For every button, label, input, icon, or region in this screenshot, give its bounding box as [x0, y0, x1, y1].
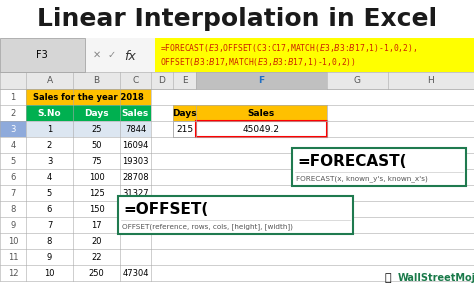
Text: 5: 5 [10, 156, 16, 166]
Text: 35333: 35333 [122, 205, 149, 214]
Text: Sales: Sales [248, 108, 275, 117]
Text: 100: 100 [89, 173, 104, 181]
Text: 50: 50 [91, 141, 102, 149]
Text: 12: 12 [8, 268, 18, 277]
Text: 7: 7 [47, 221, 52, 229]
Text: 5: 5 [47, 188, 52, 197]
Text: =OFFSET(: =OFFSET( [123, 202, 208, 217]
Text: 6: 6 [10, 173, 16, 181]
Text: fx: fx [124, 50, 136, 62]
Text: F: F [258, 76, 264, 85]
Text: OFFSET($B$3:$B$17,MATCH($E$3,$B$3:$B$17,1)-1,0,2)): OFFSET($B$3:$B$17,MATCH($E$3,$B$3:$B$17,… [160, 56, 356, 68]
Text: 28708: 28708 [122, 173, 149, 181]
Text: =FORECAST($E$3,OFFSET(C3:C17,MATCH($E$3,$B$3:$B$17,1)-1,0,2),: =FORECAST($E$3,OFFSET(C3:C17,MATCH($E$3,… [160, 42, 417, 54]
Text: Days: Days [172, 108, 197, 117]
Text: 8: 8 [47, 236, 52, 246]
Text: E: E [182, 76, 187, 85]
Text: 7: 7 [10, 188, 16, 197]
Bar [196, 72, 327, 89]
Text: C: C [132, 76, 138, 85]
Bar [155, 38, 474, 72]
Text: 19303: 19303 [122, 156, 149, 166]
Text: 9: 9 [47, 253, 52, 261]
Bar [0, 72, 474, 89]
Text: 9: 9 [10, 221, 16, 229]
Bar [85, 38, 185, 72]
Text: 4: 4 [10, 141, 16, 149]
Bar [26, 89, 151, 105]
Bar [0, 0, 474, 38]
Text: 3: 3 [10, 125, 16, 134]
Text: 250: 250 [89, 268, 104, 277]
Bar [196, 105, 327, 121]
Text: ✓: ✓ [108, 50, 116, 60]
Text: A: A [46, 76, 53, 85]
Text: =FORECAST(: =FORECAST( [297, 154, 407, 168]
Text: FORECAST(x, known_y's, known_x's): FORECAST(x, known_y's, known_x's) [296, 176, 428, 182]
Text: 75: 75 [91, 156, 102, 166]
Text: F3: F3 [36, 50, 48, 60]
Text: Days: Days [84, 108, 109, 117]
Text: 17: 17 [91, 221, 102, 229]
Text: 3: 3 [47, 156, 52, 166]
Text: 2: 2 [10, 108, 16, 117]
Text: 1: 1 [10, 93, 16, 101]
Bar [173, 121, 196, 137]
Bar [292, 148, 466, 186]
Text: 4: 4 [47, 173, 52, 181]
Text: 8: 8 [10, 205, 16, 214]
Text: Sales for the year 2018: Sales for the year 2018 [33, 93, 144, 101]
Text: 16094: 16094 [122, 141, 149, 149]
Text: 1: 1 [47, 125, 52, 134]
Text: 🎩: 🎩 [385, 273, 392, 283]
Text: OFFSET(reference, rows, cols, [height], [width]): OFFSET(reference, rows, cols, [height], … [122, 224, 293, 230]
Text: 20: 20 [91, 236, 102, 246]
Text: WallStreetMojo: WallStreetMojo [398, 273, 474, 283]
Bar [196, 121, 327, 137]
Text: 125: 125 [89, 188, 104, 197]
Text: 150: 150 [89, 205, 104, 214]
Text: 7844: 7844 [125, 125, 146, 134]
Text: 2: 2 [47, 141, 52, 149]
Text: 25: 25 [91, 125, 102, 134]
Text: 45049.2: 45049.2 [243, 125, 280, 134]
Text: 10: 10 [8, 236, 18, 246]
Text: S.No: S.No [38, 108, 61, 117]
Text: 215: 215 [176, 125, 193, 134]
Bar [0, 38, 85, 72]
Text: D: D [159, 76, 165, 85]
Text: B: B [93, 76, 100, 85]
Bar [26, 121, 151, 137]
Bar [0, 121, 26, 137]
Text: 47304: 47304 [122, 268, 149, 277]
Text: Linear Interpolation in Excel: Linear Interpolation in Excel [37, 7, 437, 31]
Text: ✕: ✕ [93, 50, 101, 60]
Text: 22: 22 [91, 253, 102, 261]
Text: H: H [428, 76, 434, 85]
Text: 11: 11 [8, 253, 18, 261]
Bar [26, 105, 151, 121]
Bar [173, 105, 196, 121]
Text: 10: 10 [44, 268, 55, 277]
Text: G: G [354, 76, 361, 85]
Text: Sales: Sales [122, 108, 149, 117]
Bar [118, 196, 353, 234]
Text: 6: 6 [47, 205, 52, 214]
Text: 31327: 31327 [122, 188, 149, 197]
